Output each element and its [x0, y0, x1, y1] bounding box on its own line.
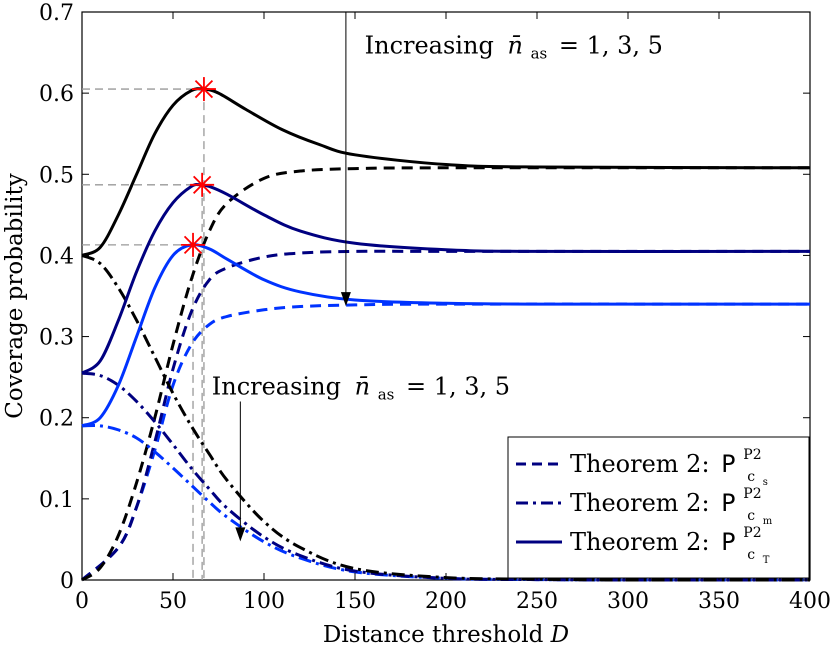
legend: Theorem 2: P P2 c s Theorem 2: P P2 c m … [507, 436, 810, 579]
x-tick-label: 100 [243, 589, 285, 614]
optimum-star-marker [181, 232, 206, 257]
x-tick-label: 200 [425, 589, 467, 614]
annotations: Increasing n̄ as = 1, 3, 5 Increasing n̄… [212, 31, 663, 405]
series-line-dashdot-n5 [81, 254, 811, 582]
y-axis-label: Coverage probability [2, 173, 28, 418]
x-tick-label: 350 [698, 589, 740, 614]
x-axis-label: Distance threshold D [323, 622, 569, 648]
star-stroke [194, 79, 214, 99]
y-tick-label: 0.5 [39, 163, 74, 188]
y-tick-label: 0.7 [39, 1, 74, 26]
legend-entry-ct: Theorem 2: P P2 c T [516, 515, 770, 566]
axis-ticks: 0 50 100 150 200 250 300 350 400 0 0.1 0.2 0.3 0.4 0.5… [39, 1, 830, 614]
legend-box [507, 436, 810, 579]
arrow-head [340, 292, 351, 307]
y-tick-label: 0.3 [39, 326, 74, 351]
y-tick-label: 0.2 [39, 407, 74, 432]
annotation-increasing-bottom: Increasing n̄ as = 1, 3, 5 [212, 372, 510, 405]
y-tick-label: 0.4 [39, 244, 74, 269]
annotation-increasing-top: Increasing n̄ as = 1, 3, 5 [365, 31, 663, 64]
star-stroke [183, 235, 203, 255]
series-line-solid-n5 [81, 87, 811, 257]
svg-text:Theorem 2: P P: Theorem 2: P P2 c m [570, 476, 773, 527]
legend-entry-cs: Theorem 2: P P2 c s [516, 437, 769, 488]
series-line-solid-n3 [81, 183, 811, 375]
svg-text:Theorem 2: P P: Theorem 2: P P2 c T [570, 515, 770, 566]
series-line-dashed-n3 [81, 249, 810, 582]
x-tick-label: 300 [607, 589, 649, 614]
x-tick-label: 50 [159, 589, 187, 614]
star-stroke [192, 175, 212, 194]
y-tick-label: 0.6 [39, 82, 74, 107]
x-tick-label: 0 [75, 589, 89, 614]
arrows [235, 12, 351, 542]
reference-lines [82, 88, 205, 580]
series-line-solid-n1 [81, 243, 811, 428]
x-tick-label: 400 [789, 589, 830, 614]
x-tick-label: 150 [334, 589, 376, 614]
svg-text:Theorem 2: P P: Theorem 2: P P2 c s [570, 437, 769, 488]
optimum-markers [181, 77, 216, 257]
y-tick-label: 0 [60, 569, 74, 594]
optimum-star-marker [191, 77, 216, 102]
legend-entry-cm: Theorem 2: P P2 c m [516, 476, 773, 527]
y-tick-label: 0.1 [39, 488, 74, 513]
x-tick-label: 250 [516, 589, 558, 614]
optimum-star-marker [190, 172, 215, 197]
arrow-head [235, 527, 246, 542]
